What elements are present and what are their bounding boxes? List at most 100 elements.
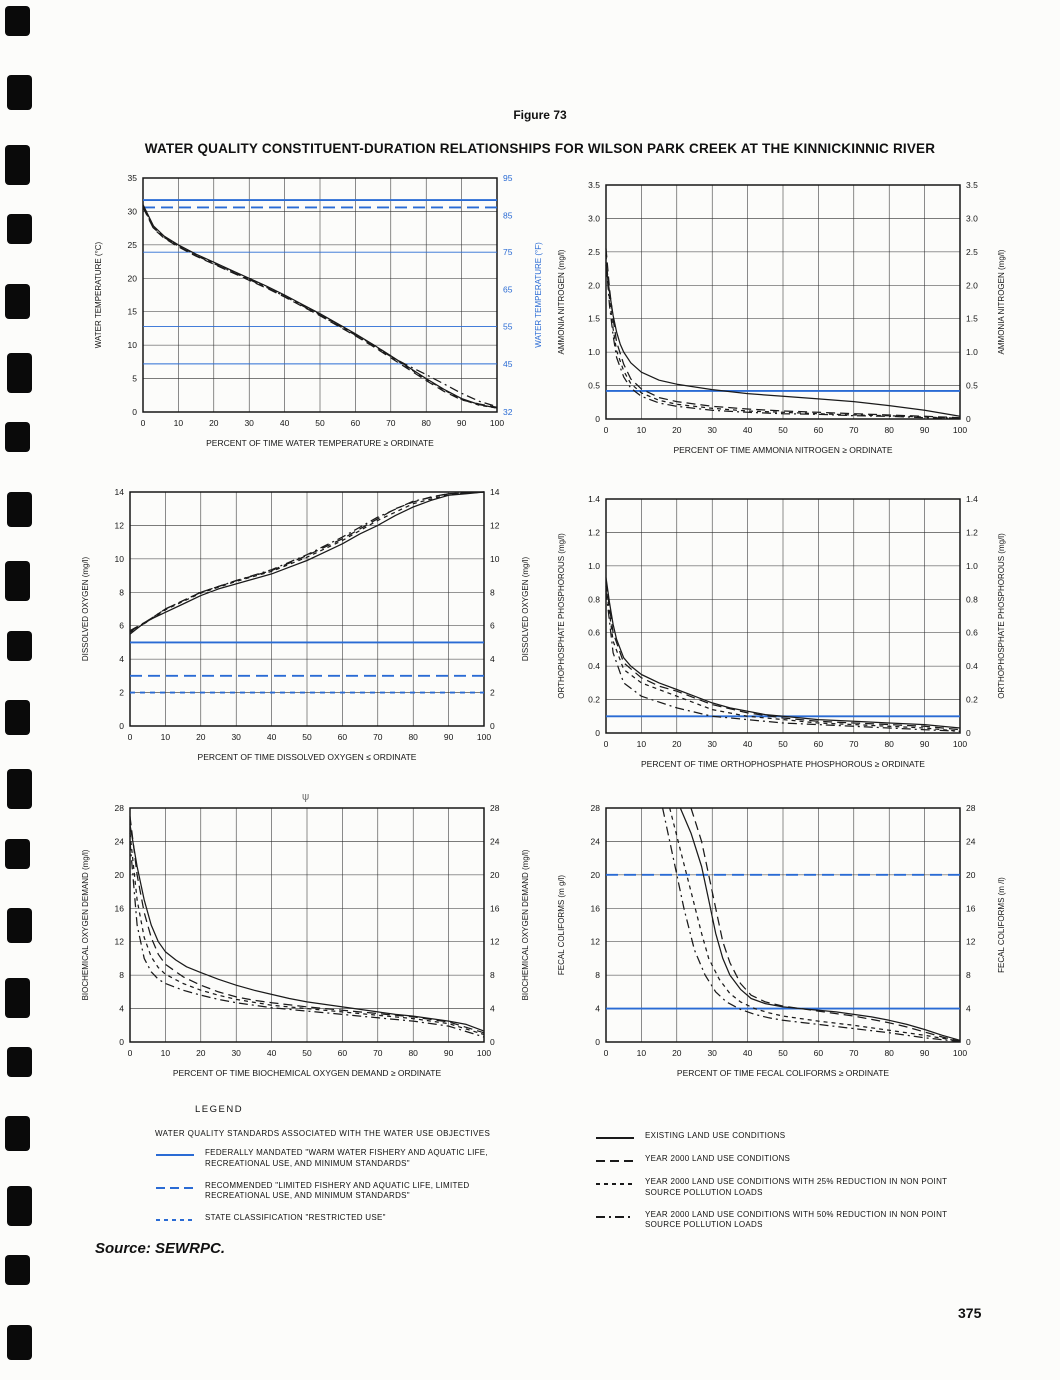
svg-text:70: 70	[373, 732, 383, 742]
svg-text:DISSOLVED OXYGEN (mg/l): DISSOLVED OXYGEN (mg/l)	[81, 557, 90, 662]
binder-hole	[7, 214, 32, 245]
svg-text:35: 35	[128, 173, 138, 183]
legend-item-label: YEAR 2000 LAND USE CONDITIONS WITH 50% R…	[645, 1209, 948, 1230]
svg-text:10: 10	[637, 1048, 647, 1058]
svg-text:90: 90	[457, 418, 467, 428]
binder-hole	[7, 630, 32, 661]
binder-hole	[5, 838, 30, 869]
svg-text:55: 55	[503, 321, 513, 331]
legend-item: RECOMMENDED "LIMITED FISHERY AND AQUATIC…	[155, 1181, 535, 1203]
svg-text:0: 0	[595, 1037, 600, 1047]
svg-text:25: 25	[128, 240, 138, 250]
svg-text:12: 12	[115, 937, 125, 947]
binder-hole	[7, 491, 32, 527]
chart-biochemical-oxygen-demand: 0 10 20 30 40 50 60 70 80 90 100 0 4 8 12 16 20 24 28 0 4 8 12…	[72, 800, 542, 1103]
legend-line-sample	[156, 1154, 194, 1156]
svg-text:60: 60	[338, 1048, 348, 1058]
svg-text:14: 14	[115, 487, 125, 497]
svg-text:4: 4	[490, 654, 495, 664]
svg-text:20: 20	[209, 418, 219, 428]
svg-text:0.4: 0.4	[588, 661, 600, 671]
svg-text:0.2: 0.2	[588, 695, 600, 705]
svg-text:12: 12	[115, 520, 125, 530]
svg-text:15: 15	[128, 307, 138, 317]
svg-text:30: 30	[707, 739, 717, 749]
svg-text:28: 28	[115, 803, 125, 813]
chart-canvas: 0 10 20 30 40 50 60 70 80 90 100048121620242804812…	[557, 803, 1006, 1078]
svg-text:60: 60	[338, 732, 348, 742]
legend: LEGEND WATER QUALITY STANDARDS ASSOCIATE…	[155, 1104, 1015, 1242]
svg-text:8: 8	[119, 587, 124, 597]
svg-text:4: 4	[966, 1004, 971, 1014]
svg-text:8: 8	[595, 970, 600, 980]
legend-line-sample	[596, 1215, 634, 1218]
svg-text:8: 8	[966, 970, 971, 980]
svg-text:0.6: 0.6	[966, 628, 978, 638]
svg-text:8: 8	[490, 587, 495, 597]
svg-text:0.6: 0.6	[588, 628, 600, 638]
legend-item: YEAR 2000 LAND USE CONDITIONS WITH 25% R…	[595, 1177, 955, 1199]
svg-text:4: 4	[119, 654, 124, 664]
legend-item-label: RECOMMENDED "LIMITED FISHERY AND AQUATIC…	[205, 1180, 470, 1201]
svg-text:28: 28	[966, 803, 976, 813]
svg-text:2: 2	[119, 688, 124, 698]
svg-text:3.5: 3.5	[588, 180, 600, 190]
svg-text:0.4: 0.4	[966, 661, 978, 671]
chart-canvas: 0 10 20 30 40 50 60 70 80 90 10000.51.01.52.02.53.…	[557, 180, 1006, 455]
svg-text:2.5: 2.5	[966, 247, 978, 257]
page-title: WATER QUALITY CONSTITUENT-DURATION RELAT…	[144, 141, 936, 156]
svg-text:2.5: 2.5	[588, 247, 600, 257]
svg-text:1.5: 1.5	[966, 314, 978, 324]
svg-text:60: 60	[814, 425, 824, 435]
svg-text:12: 12	[490, 937, 500, 947]
legend-header: LEGEND	[195, 1104, 244, 1115]
svg-text:30: 30	[231, 732, 241, 742]
svg-text:14: 14	[490, 487, 500, 497]
svg-text:4: 4	[490, 1004, 495, 1014]
legend-item-label: EXISTING LAND USE CONDITIONS	[645, 1131, 786, 1140]
svg-text:0: 0	[604, 739, 609, 749]
chart-water-temperature: 0 10 20 30 40 50 60 70 80 90 100 0 5 10 15 20 25 30 35 95 85…	[85, 170, 555, 473]
binder-hole	[5, 1116, 30, 1152]
svg-text:10: 10	[161, 732, 171, 742]
svg-text:1.0: 1.0	[966, 347, 978, 357]
svg-text:0: 0	[966, 414, 971, 424]
svg-text:0: 0	[966, 728, 971, 738]
svg-text:0: 0	[119, 1037, 124, 1047]
svg-text:40: 40	[280, 418, 290, 428]
svg-text:ORTHOPHOSPHATE PHOSPHOROUS (: ORTHOPHOSPHATE PHOSPHOROUS (mg/l)	[557, 533, 566, 699]
svg-text:PERCENT OF TIME AMMONIA NI: PERCENT OF TIME AMMONIA NITROGEN ≥ ORDIN…	[673, 445, 892, 455]
svg-text:0: 0	[132, 407, 137, 417]
svg-text:95: 95	[503, 173, 513, 183]
chart-canvas: 0 10 20 30 40 50 60 70 80 90 100048121620242804812…	[81, 803, 530, 1078]
svg-text:10: 10	[637, 739, 647, 749]
svg-text:8: 8	[490, 970, 495, 980]
svg-text:24: 24	[966, 836, 976, 846]
svg-text:ORTHOPHOSPHATE PHOSPHOROUS (: ORTHOPHOSPHATE PHOSPHOROUS (mg/l)	[997, 533, 1006, 699]
svg-text:12: 12	[490, 520, 500, 530]
svg-text:PERCENT OF TIME DISSOLVED: PERCENT OF TIME DISSOLVED OXYGEN ≤ ORDIN…	[198, 752, 417, 762]
binder-hole	[5, 6, 30, 36]
svg-text:80: 80	[408, 732, 418, 742]
chart-canvas: 0 10 20 30 40 50 60 70 80 90 100 0 5 10 15 20 25 30 35 95 85…	[94, 173, 543, 448]
svg-text:20: 20	[672, 1048, 682, 1058]
svg-text:0: 0	[490, 1037, 495, 1047]
legend-item: YEAR 2000 LAND USE CONDITIONS WITH 50% R…	[595, 1210, 955, 1232]
binder-hole	[7, 1185, 32, 1226]
source-citation: Source: SEWRPC.	[95, 1240, 226, 1257]
svg-text:0: 0	[604, 1048, 609, 1058]
svg-text:10: 10	[128, 340, 138, 350]
svg-text:90: 90	[920, 1048, 930, 1058]
svg-text:10: 10	[637, 425, 647, 435]
chart-ammonia-nitrogen: 0 10 20 30 40 50 60 70 80 90 100 0 0.5 1.0 1.5 2.0 2.5 3.…	[548, 177, 1018, 480]
svg-text:32: 32	[503, 407, 513, 417]
svg-text:12: 12	[966, 937, 976, 947]
svg-text:40: 40	[267, 732, 277, 742]
legend-line-sample	[596, 1137, 634, 1139]
svg-text:10: 10	[490, 554, 500, 564]
svg-text:30: 30	[244, 418, 254, 428]
binder-hole	[7, 908, 32, 944]
svg-text:3.5: 3.5	[966, 180, 978, 190]
svg-text:40: 40	[743, 1048, 753, 1058]
svg-text:16: 16	[591, 903, 601, 913]
